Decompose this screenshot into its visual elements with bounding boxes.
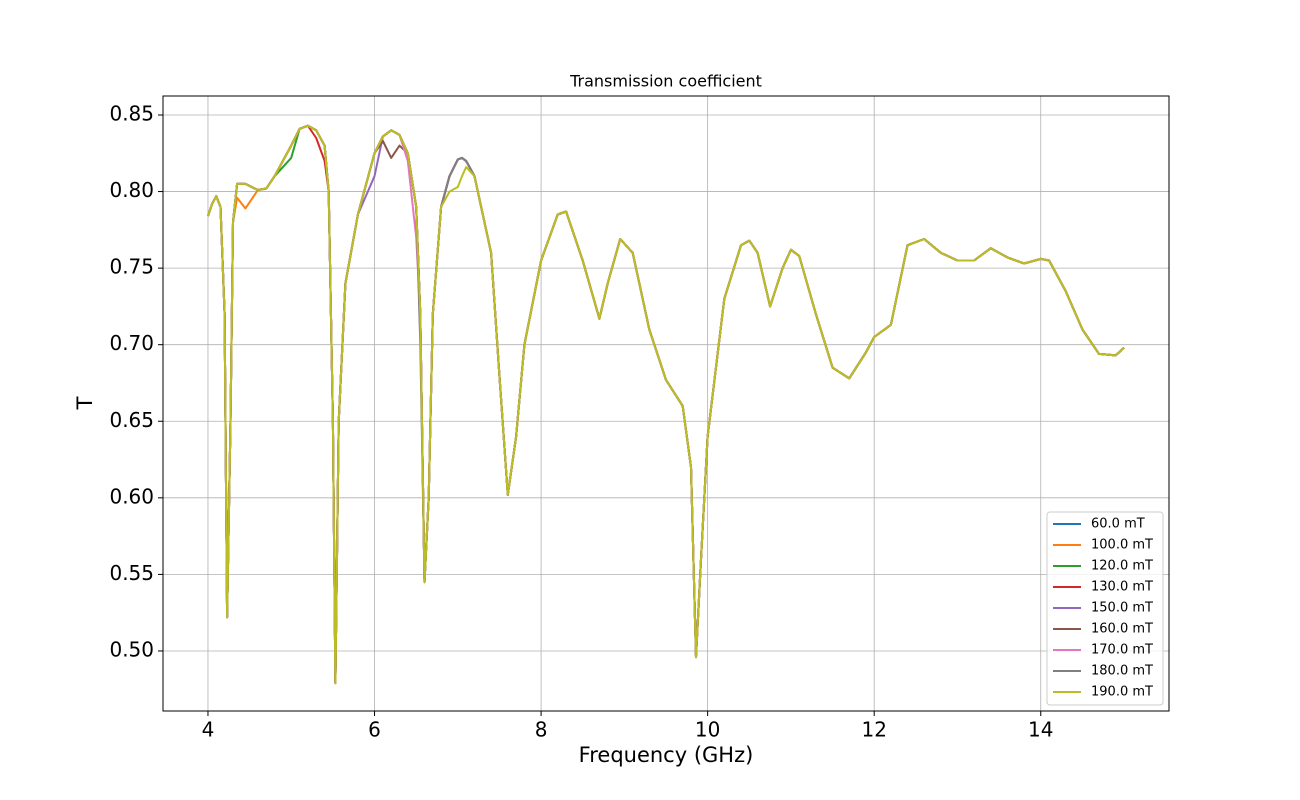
x-tick-label: 6 [368,718,381,742]
y-tick-label: 0.85 [109,101,154,125]
legend-label: 190.0 mT [1091,685,1153,700]
legend-label: 100.0 mT [1091,538,1153,553]
y-axis-label: T [73,396,97,410]
series-line [207,124,1125,685]
y-tick-label: 0.70 [109,331,154,355]
legend-label: 150.0 mT [1091,601,1153,616]
legend-label: 160.0 mT [1091,622,1153,637]
legend-box [1046,511,1164,706]
x-axis-label: Frequency (GHz) [579,743,754,767]
series-line [207,124,1125,685]
legend-label: 130.0 mT [1091,580,1153,595]
plot-frame [162,95,1170,712]
series-line [207,124,1125,685]
legend-label: 180.0 mT [1091,664,1153,679]
y-tick-label: 0.65 [109,408,154,432]
y-tick-label: 0.75 [109,255,154,279]
legend-label: 60.0 mT [1091,517,1145,532]
x-tick-label: 4 [202,718,215,742]
x-tick-label: 12 [861,718,886,742]
series-line [207,124,1125,685]
series-line [207,124,1125,685]
x-tick-label: 14 [1028,718,1053,742]
y-tick-label: 0.50 [109,637,154,661]
y-tick-label: 0.60 [109,484,154,508]
series-line [207,124,1125,685]
series-line [207,124,1125,685]
legend-label: 170.0 mT [1091,643,1153,658]
series-line [207,124,1125,685]
x-tick-label: 10 [695,718,720,742]
y-tick-label: 0.80 [109,178,154,202]
chart-title: Transmission coefficient [569,72,762,91]
y-tick-label: 0.55 [109,561,154,585]
legend-label: 120.0 mT [1091,559,1153,574]
series-line [207,124,1125,685]
x-tick-label: 8 [535,718,548,742]
